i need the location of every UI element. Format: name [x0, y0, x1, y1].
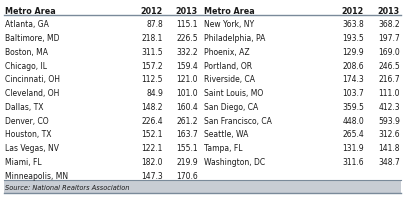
Text: Saint Louis, MO: Saint Louis, MO [204, 89, 263, 98]
Text: San Francisco, CA: San Francisco, CA [204, 117, 272, 126]
Text: Seattle, WA: Seattle, WA [204, 130, 248, 139]
Text: 2013: 2013 [176, 7, 198, 16]
Text: Minneapolis, MN: Minneapolis, MN [5, 172, 68, 181]
Text: Washington, DC: Washington, DC [204, 158, 265, 167]
Text: Phoenix, AZ: Phoenix, AZ [204, 48, 249, 57]
Text: Baltimore, MD: Baltimore, MD [5, 34, 60, 43]
Bar [4, 180, 401, 193]
Text: 219.9: 219.9 [176, 158, 198, 167]
Text: Denver, CO: Denver, CO [5, 117, 49, 126]
Text: 216.7: 216.7 [378, 75, 400, 84]
Text: Las Vegas, NV: Las Vegas, NV [5, 144, 59, 153]
Text: 412.3: 412.3 [378, 103, 400, 112]
Text: 122.1: 122.1 [142, 144, 163, 153]
Text: 147.3: 147.3 [141, 172, 163, 181]
Text: Portland, OR: Portland, OR [204, 62, 252, 71]
Text: 112.5: 112.5 [141, 75, 163, 84]
Text: 174.3: 174.3 [342, 75, 364, 84]
Text: 159.4: 159.4 [176, 62, 198, 71]
Text: 2012: 2012 [141, 7, 163, 16]
Text: 163.7: 163.7 [176, 130, 198, 139]
Text: 363.8: 363.8 [342, 20, 364, 29]
Text: 226.4: 226.4 [141, 117, 163, 126]
Text: 152.1: 152.1 [141, 130, 163, 139]
Text: 182.0: 182.0 [141, 158, 163, 167]
Text: Boston, MA: Boston, MA [5, 48, 48, 57]
Text: 131.9: 131.9 [342, 144, 364, 153]
Text: Cincinnati, OH: Cincinnati, OH [5, 75, 60, 84]
Text: 84.9: 84.9 [146, 89, 163, 98]
Text: Chicago, IL: Chicago, IL [5, 62, 47, 71]
Text: 148.2: 148.2 [141, 103, 163, 112]
Text: 332.2: 332.2 [176, 48, 198, 57]
Text: Tampa, FL: Tampa, FL [204, 144, 243, 153]
Text: 261.2: 261.2 [177, 117, 198, 126]
Text: 121.0: 121.0 [177, 75, 198, 84]
Text: Source: National Realtors Association: Source: National Realtors Association [5, 185, 130, 191]
Text: Philadelphia, PA: Philadelphia, PA [204, 34, 265, 43]
Text: Houston, TX: Houston, TX [5, 130, 51, 139]
Text: 359.5: 359.5 [342, 103, 364, 112]
Text: Dallas, TX: Dallas, TX [5, 103, 43, 112]
Text: San Diego, CA: San Diego, CA [204, 103, 258, 112]
Text: Cleveland, OH: Cleveland, OH [5, 89, 60, 98]
Text: 141.8: 141.8 [379, 144, 400, 153]
Text: 197.7: 197.7 [378, 34, 400, 43]
Text: New York, NY: New York, NY [204, 20, 254, 29]
Text: 155.1: 155.1 [176, 144, 198, 153]
Text: 129.9: 129.9 [342, 48, 364, 57]
Text: 2013: 2013 [378, 7, 400, 16]
Text: 218.1: 218.1 [142, 34, 163, 43]
Text: 101.0: 101.0 [176, 89, 198, 98]
Text: 208.6: 208.6 [342, 62, 364, 71]
Text: Metro Area: Metro Area [5, 7, 56, 16]
Text: 160.4: 160.4 [176, 103, 198, 112]
Text: Atlanta, GA: Atlanta, GA [5, 20, 49, 29]
Text: Riverside, CA: Riverside, CA [204, 75, 255, 84]
Text: 193.5: 193.5 [342, 34, 364, 43]
Text: 115.1: 115.1 [177, 20, 198, 29]
Text: 593.9: 593.9 [378, 117, 400, 126]
Text: 157.2: 157.2 [141, 62, 163, 71]
Text: 111.0: 111.0 [379, 89, 400, 98]
Text: Miami, FL: Miami, FL [5, 158, 42, 167]
Text: 311.6: 311.6 [342, 158, 364, 167]
Text: 368.2: 368.2 [378, 20, 400, 29]
Text: 246.5: 246.5 [378, 62, 400, 71]
Text: 87.8: 87.8 [146, 20, 163, 29]
Text: 448.0: 448.0 [342, 117, 364, 126]
Text: 170.6: 170.6 [176, 172, 198, 181]
Text: 348.7: 348.7 [378, 158, 400, 167]
Text: 311.5: 311.5 [141, 48, 163, 57]
Text: 265.4: 265.4 [342, 130, 364, 139]
Text: 2012: 2012 [342, 7, 364, 16]
Text: 312.6: 312.6 [378, 130, 400, 139]
Text: 226.5: 226.5 [176, 34, 198, 43]
Text: 169.0: 169.0 [378, 48, 400, 57]
Text: Metro Area: Metro Area [204, 7, 255, 16]
Text: 103.7: 103.7 [342, 89, 364, 98]
